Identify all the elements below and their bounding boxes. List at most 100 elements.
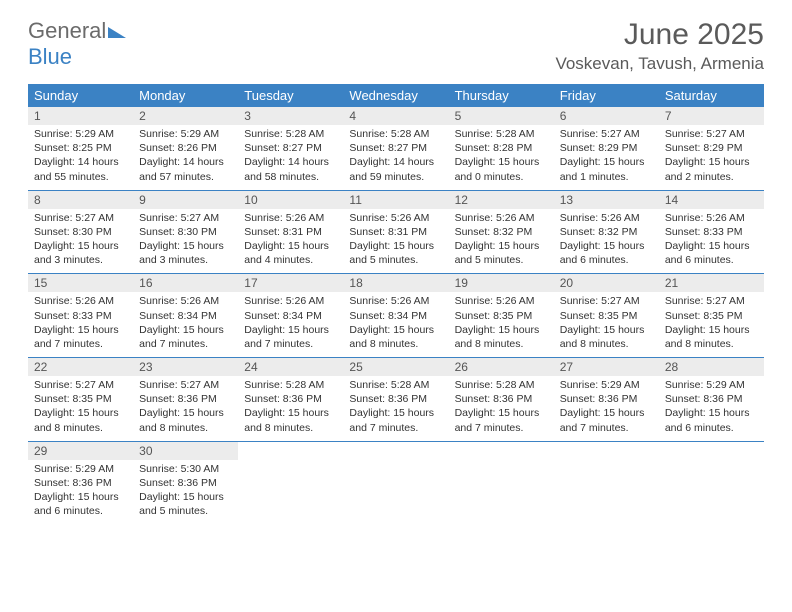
daylight-line-2: and 1 minutes. bbox=[560, 170, 653, 184]
sunset-line: Sunset: 8:31 PM bbox=[349, 225, 442, 239]
sunrise-line: Sunrise: 5:26 AM bbox=[139, 294, 232, 308]
daylight-line-2: and 8 minutes. bbox=[34, 421, 127, 435]
logo-text: General Blue bbox=[28, 18, 126, 70]
sunset-line: Sunset: 8:29 PM bbox=[560, 141, 653, 155]
day-cell: 15Sunrise: 5:26 AMSunset: 8:33 PMDayligh… bbox=[28, 274, 133, 357]
daylight-line-1: Daylight: 15 hours bbox=[244, 323, 337, 337]
day-cell: 19Sunrise: 5:26 AMSunset: 8:35 PMDayligh… bbox=[449, 274, 554, 357]
day-details: Sunrise: 5:28 AMSunset: 8:27 PMDaylight:… bbox=[238, 125, 343, 184]
sunrise-line: Sunrise: 5:27 AM bbox=[560, 294, 653, 308]
sunrise-line: Sunrise: 5:26 AM bbox=[665, 211, 758, 225]
location: Voskevan, Tavush, Armenia bbox=[555, 54, 764, 74]
daylight-line-2: and 8 minutes. bbox=[349, 337, 442, 351]
daylight-line-2: and 7 minutes. bbox=[560, 421, 653, 435]
day-number: 11 bbox=[343, 191, 448, 209]
day-number: 1 bbox=[28, 107, 133, 125]
sunset-line: Sunset: 8:34 PM bbox=[349, 309, 442, 323]
sunset-line: Sunset: 8:33 PM bbox=[34, 309, 127, 323]
daylight-line-2: and 7 minutes. bbox=[244, 337, 337, 351]
sunset-line: Sunset: 8:34 PM bbox=[139, 309, 232, 323]
day-cell: 29Sunrise: 5:29 AMSunset: 8:36 PMDayligh… bbox=[28, 442, 133, 525]
sunset-line: Sunset: 8:36 PM bbox=[139, 392, 232, 406]
sunrise-line: Sunrise: 5:27 AM bbox=[665, 127, 758, 141]
sunset-line: Sunset: 8:29 PM bbox=[665, 141, 758, 155]
daylight-line-1: Daylight: 15 hours bbox=[139, 239, 232, 253]
daylight-line-1: Daylight: 14 hours bbox=[34, 155, 127, 169]
day-number: 13 bbox=[554, 191, 659, 209]
day-details: Sunrise: 5:28 AMSunset: 8:27 PMDaylight:… bbox=[343, 125, 448, 184]
daylight-line-1: Daylight: 15 hours bbox=[560, 406, 653, 420]
sunrise-line: Sunrise: 5:28 AM bbox=[455, 378, 548, 392]
sunrise-line: Sunrise: 5:30 AM bbox=[139, 462, 232, 476]
day-cell: 27Sunrise: 5:29 AMSunset: 8:36 PMDayligh… bbox=[554, 358, 659, 441]
sunset-line: Sunset: 8:32 PM bbox=[455, 225, 548, 239]
day-details: Sunrise: 5:28 AMSunset: 8:28 PMDaylight:… bbox=[449, 125, 554, 184]
sunrise-line: Sunrise: 5:27 AM bbox=[34, 211, 127, 225]
sunset-line: Sunset: 8:35 PM bbox=[665, 309, 758, 323]
sunset-line: Sunset: 8:26 PM bbox=[139, 141, 232, 155]
daylight-line-1: Daylight: 15 hours bbox=[34, 406, 127, 420]
day-details: Sunrise: 5:26 AMSunset: 8:34 PMDaylight:… bbox=[133, 292, 238, 351]
day-cell: 14Sunrise: 5:26 AMSunset: 8:33 PMDayligh… bbox=[659, 191, 764, 274]
sunset-line: Sunset: 8:33 PM bbox=[665, 225, 758, 239]
daylight-line-1: Daylight: 15 hours bbox=[349, 406, 442, 420]
sunrise-line: Sunrise: 5:29 AM bbox=[665, 378, 758, 392]
sunrise-line: Sunrise: 5:26 AM bbox=[455, 211, 548, 225]
header: General Blue June 2025 Voskevan, Tavush,… bbox=[28, 18, 764, 74]
daylight-line-2: and 59 minutes. bbox=[349, 170, 442, 184]
sunset-line: Sunset: 8:32 PM bbox=[560, 225, 653, 239]
daylight-line-2: and 5 minutes. bbox=[455, 253, 548, 267]
daylight-line-1: Daylight: 15 hours bbox=[139, 406, 232, 420]
daylight-line-1: Daylight: 15 hours bbox=[139, 323, 232, 337]
day-details: Sunrise: 5:27 AMSunset: 8:36 PMDaylight:… bbox=[133, 376, 238, 435]
day-number: 10 bbox=[238, 191, 343, 209]
day-number: 23 bbox=[133, 358, 238, 376]
sunset-line: Sunset: 8:31 PM bbox=[244, 225, 337, 239]
logo-text-blue: Blue bbox=[28, 44, 72, 69]
calendar: SundayMondayTuesdayWednesdayThursdayFrid… bbox=[28, 84, 764, 524]
daylight-line-2: and 5 minutes. bbox=[139, 504, 232, 518]
daylight-line-2: and 7 minutes. bbox=[455, 421, 548, 435]
day-details: Sunrise: 5:28 AMSunset: 8:36 PMDaylight:… bbox=[449, 376, 554, 435]
day-cell: . bbox=[238, 442, 343, 525]
daylight-line-1: Daylight: 15 hours bbox=[560, 155, 653, 169]
daylight-line-1: Daylight: 15 hours bbox=[455, 406, 548, 420]
sunset-line: Sunset: 8:36 PM bbox=[665, 392, 758, 406]
week-row: 1Sunrise: 5:29 AMSunset: 8:25 PMDaylight… bbox=[28, 107, 764, 191]
week-row: 22Sunrise: 5:27 AMSunset: 8:35 PMDayligh… bbox=[28, 358, 764, 442]
sunrise-line: Sunrise: 5:28 AM bbox=[244, 127, 337, 141]
daylight-line-2: and 4 minutes. bbox=[244, 253, 337, 267]
day-cell: . bbox=[659, 442, 764, 525]
day-header-cell: Monday bbox=[133, 84, 238, 107]
sunrise-line: Sunrise: 5:29 AM bbox=[34, 462, 127, 476]
day-cell: 2Sunrise: 5:29 AMSunset: 8:26 PMDaylight… bbox=[133, 107, 238, 190]
title-block: June 2025 Voskevan, Tavush, Armenia bbox=[555, 18, 764, 74]
daylight-line-2: and 2 minutes. bbox=[665, 170, 758, 184]
sunrise-line: Sunrise: 5:27 AM bbox=[560, 127, 653, 141]
sunset-line: Sunset: 8:34 PM bbox=[244, 309, 337, 323]
day-number: 4 bbox=[343, 107, 448, 125]
daylight-line-1: Daylight: 15 hours bbox=[34, 323, 127, 337]
day-cell: 20Sunrise: 5:27 AMSunset: 8:35 PMDayligh… bbox=[554, 274, 659, 357]
day-header-cell: Tuesday bbox=[238, 84, 343, 107]
day-number: 29 bbox=[28, 442, 133, 460]
sunrise-line: Sunrise: 5:28 AM bbox=[349, 127, 442, 141]
day-details: Sunrise: 5:28 AMSunset: 8:36 PMDaylight:… bbox=[238, 376, 343, 435]
day-cell: 28Sunrise: 5:29 AMSunset: 8:36 PMDayligh… bbox=[659, 358, 764, 441]
day-cell: 11Sunrise: 5:26 AMSunset: 8:31 PMDayligh… bbox=[343, 191, 448, 274]
sunset-line: Sunset: 8:25 PM bbox=[34, 141, 127, 155]
day-details: Sunrise: 5:26 AMSunset: 8:32 PMDaylight:… bbox=[449, 209, 554, 268]
day-number: 9 bbox=[133, 191, 238, 209]
sunrise-line: Sunrise: 5:28 AM bbox=[455, 127, 548, 141]
day-cell: 25Sunrise: 5:28 AMSunset: 8:36 PMDayligh… bbox=[343, 358, 448, 441]
sunset-line: Sunset: 8:28 PM bbox=[455, 141, 548, 155]
day-cell: 4Sunrise: 5:28 AMSunset: 8:27 PMDaylight… bbox=[343, 107, 448, 190]
day-details: Sunrise: 5:30 AMSunset: 8:36 PMDaylight:… bbox=[133, 460, 238, 519]
logo-triangle-icon bbox=[108, 27, 126, 38]
day-cell: 26Sunrise: 5:28 AMSunset: 8:36 PMDayligh… bbox=[449, 358, 554, 441]
sunset-line: Sunset: 8:30 PM bbox=[139, 225, 232, 239]
sunrise-line: Sunrise: 5:27 AM bbox=[34, 378, 127, 392]
day-cell: 10Sunrise: 5:26 AMSunset: 8:31 PMDayligh… bbox=[238, 191, 343, 274]
daylight-line-1: Daylight: 15 hours bbox=[349, 239, 442, 253]
day-number: 6 bbox=[554, 107, 659, 125]
